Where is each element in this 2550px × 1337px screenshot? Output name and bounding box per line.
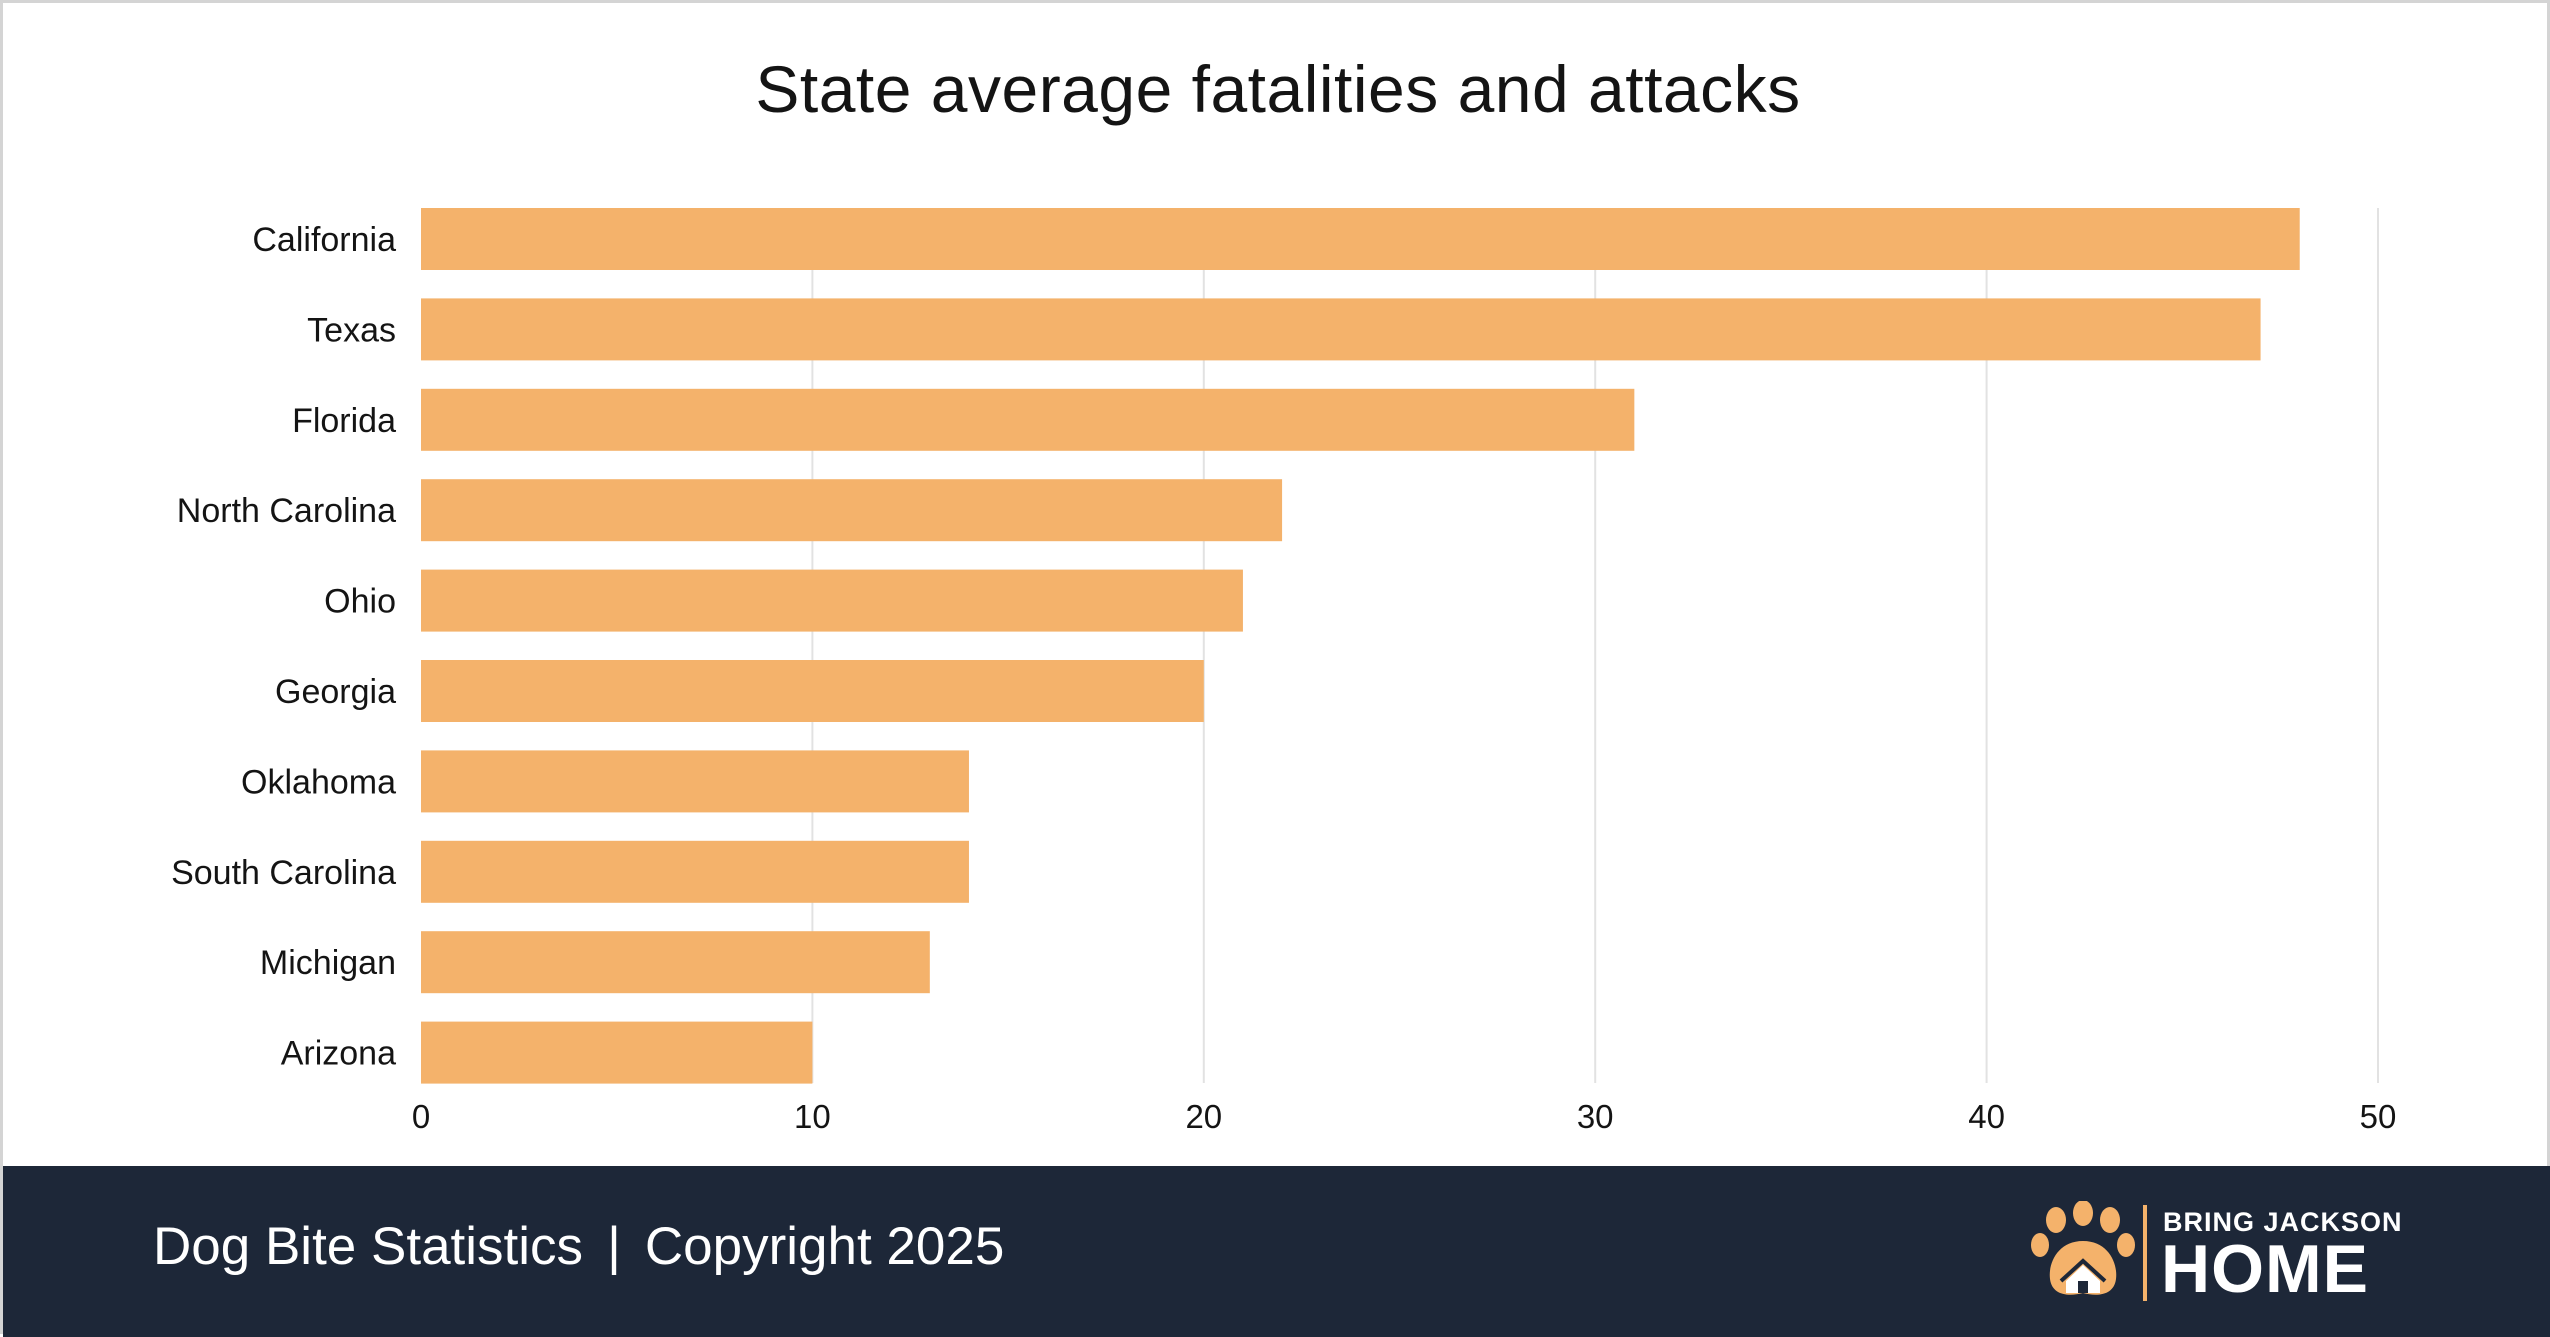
category-label: Texas xyxy=(307,311,396,349)
x-tick-label: 10 xyxy=(794,1098,831,1135)
category-label: Florida xyxy=(292,402,396,440)
bar-oklahoma xyxy=(421,750,969,813)
bar-arizona xyxy=(421,1021,813,1084)
bar-texas xyxy=(421,298,2261,361)
footer-caption: Dog Bite Statistics | Copyright 2025 xyxy=(153,1216,1004,1277)
bar-ohio xyxy=(421,569,1243,632)
category-label: North Carolina xyxy=(177,492,396,530)
bar-north-carolina xyxy=(421,479,1283,542)
footer-bar: Dog Bite Statistics | Copyright 2025 BRING… xyxy=(3,1166,2550,1337)
footer-source: Dog Bite Statistics xyxy=(153,1217,584,1276)
x-tick-label: 30 xyxy=(1577,1098,1614,1135)
bar-michigan xyxy=(421,931,930,994)
footer-separator: | xyxy=(607,1217,621,1276)
logo-text-top: BRING JACKSON xyxy=(2163,1207,2403,1237)
x-tick-label: 0 xyxy=(412,1098,430,1135)
category-label: California xyxy=(252,221,396,259)
bar-chart: California Texas Florida North Carolina Ohio… xyxy=(171,208,2397,1135)
chart-title: State average fatalities and attacks xyxy=(755,52,1801,126)
logo-divider xyxy=(2143,1205,2147,1301)
brand-logo: BRING JACKSON HOME xyxy=(2028,1201,2408,1306)
bar-california xyxy=(421,208,2300,270)
category-label: Ohio xyxy=(324,583,396,621)
category-label: South Carolina xyxy=(171,854,396,892)
paw-house-icon xyxy=(2031,1201,2135,1295)
x-tick-label: 50 xyxy=(2360,1098,2397,1135)
logo-text-bottom: HOME xyxy=(2161,1231,2369,1307)
x-tick-label: 40 xyxy=(1968,1098,2005,1135)
category-label: Georgia xyxy=(275,673,396,711)
category-label: Arizona xyxy=(281,1035,396,1073)
category-labels: California Texas Florida North Carolina Ohio… xyxy=(171,221,396,1073)
x-tick-labels: 0 10 20 30 40 50 xyxy=(412,1098,2397,1135)
bars xyxy=(421,208,2300,1084)
bar-florida xyxy=(421,388,1635,451)
x-tick-label: 20 xyxy=(1185,1098,1222,1135)
footer-copyright: Copyright 2025 xyxy=(644,1217,1005,1276)
bar-south-carolina xyxy=(421,840,969,903)
category-label: Oklahoma xyxy=(241,763,396,801)
bar-georgia xyxy=(421,660,1204,722)
category-label: Michigan xyxy=(260,944,396,982)
